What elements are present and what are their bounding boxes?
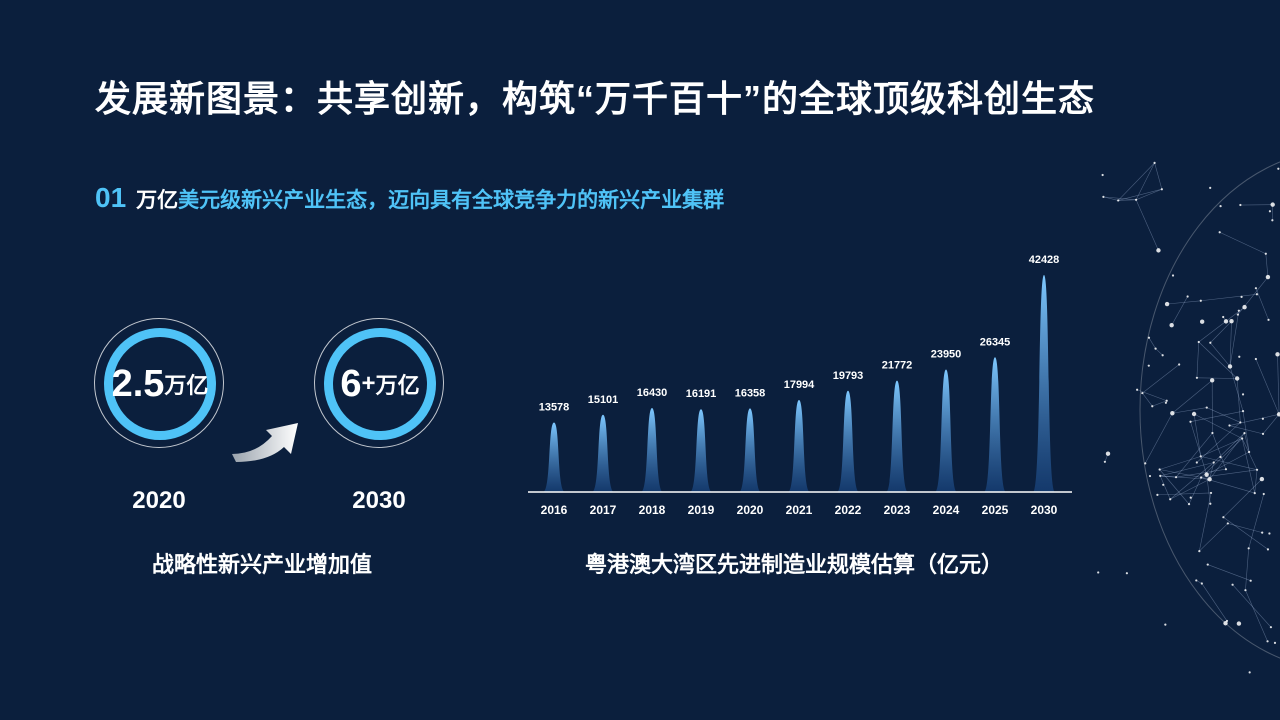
value-label-2019: 16191 (686, 388, 717, 400)
section-heading-strong: 万亿 (136, 189, 179, 212)
value-label-2022: 19793 (833, 370, 864, 382)
value-label-2018: 16430 (637, 387, 668, 399)
peak-2019 (690, 409, 712, 492)
category-label-2030: 2030 (1031, 503, 1058, 517)
category-label-2021: 2021 (786, 503, 813, 517)
category-label-2020: 2020 (737, 503, 764, 517)
value-label-2017: 15101 (588, 394, 619, 406)
curved-arrow-icon (232, 423, 298, 462)
category-label-2022: 2022 (835, 503, 862, 517)
value-label-2023: 21772 (882, 360, 913, 372)
left-caption: 战略性新兴产业增加值 (152, 552, 373, 577)
category-label-2019: 2019 (688, 503, 715, 517)
value-ring-2030: 6 + 万亿 (314, 318, 444, 448)
category-label-2016: 2016 (541, 503, 568, 517)
peak-2016 (543, 422, 565, 492)
peak-2017 (592, 414, 614, 492)
value-label-2024: 23950 (931, 349, 962, 361)
bar-peak-chart: 13578 2016 15101 2017 16430 2018 16191 2019 1635… (528, 254, 1072, 517)
year-label-2030: 2030 (352, 487, 406, 514)
plus-2030: + (361, 370, 376, 397)
value-label-2025: 26345 (980, 336, 1011, 348)
value-label-2030: 42428 (1029, 254, 1060, 266)
peak-2022 (837, 390, 859, 492)
value-ring-2020-inner: 2.5 万亿 (104, 328, 216, 440)
unit-2030: 万亿 (375, 373, 420, 398)
category-label-2023: 2023 (884, 503, 911, 517)
value-label-2016: 13578 (539, 402, 570, 414)
year-label-2020: 2020 (132, 487, 186, 514)
category-label-2017: 2017 (590, 503, 617, 517)
unit-2020: 万亿 (164, 373, 209, 398)
category-label-2025: 2025 (982, 503, 1009, 517)
chart-caption: 粤港澳大湾区先进制造业规模估算（亿元） (585, 552, 1004, 577)
category-label-2024: 2024 (933, 503, 960, 517)
value-label-2020: 16358 (735, 387, 766, 399)
network-globe-decoration (1097, 161, 1280, 674)
peak-2020 (739, 408, 761, 492)
peak-2030 (1033, 275, 1055, 492)
peak-2021 (788, 399, 810, 492)
section-heading-rest: 美元级新兴产业生态，迈向具有全球竞争力的新兴产业集群 (178, 189, 725, 212)
peak-2018 (641, 407, 663, 492)
value-ring-2020: 2.5 万亿 (94, 318, 224, 448)
section-number: 01 (95, 182, 127, 213)
peak-2023 (886, 380, 908, 492)
peak-2024 (935, 369, 957, 492)
value-label-2021: 17994 (784, 379, 815, 391)
value-2020: 2.5 (111, 362, 165, 405)
section-heading: 01 万亿美元级新兴产业生态，迈向具有全球竞争力的新兴产业集群 (95, 182, 724, 214)
category-label-2018: 2018 (639, 503, 666, 517)
peak-2025 (984, 357, 1006, 492)
value-2030: 6 (340, 362, 362, 405)
value-ring-2030-inner: 6 + 万亿 (324, 328, 436, 440)
slide-title: 发展新图景：共享创新，构筑“万千百十”的全球顶级科创生态 (95, 78, 1096, 119)
